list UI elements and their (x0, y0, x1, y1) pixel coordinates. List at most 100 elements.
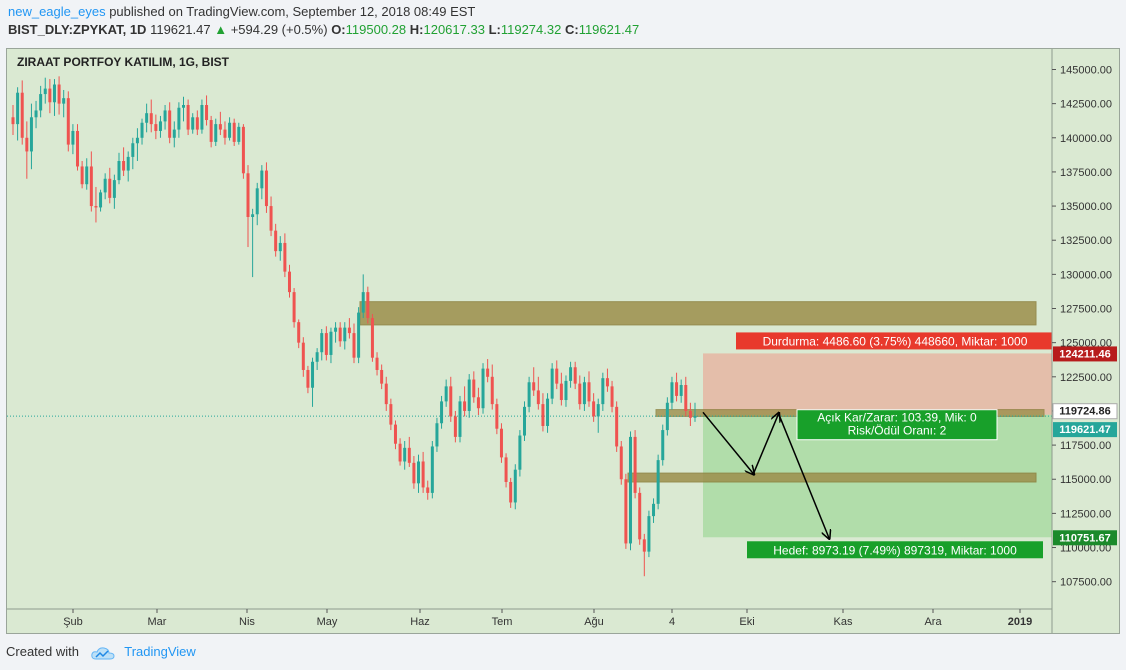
y-tick-label: 145000.00 (1060, 64, 1112, 76)
candles-layer (11, 76, 697, 577)
candle-body (523, 406, 526, 436)
candle-body (679, 385, 683, 396)
candle-body (421, 461, 425, 488)
footer: Created with TradingView (6, 644, 196, 660)
high-label: H: (409, 22, 424, 37)
candle-body (370, 318, 374, 358)
y-tick-label: 115000.00 (1060, 474, 1111, 486)
candle-body (463, 401, 467, 411)
candle-body (25, 137, 29, 152)
candle-body (665, 402, 669, 431)
x-tick-label: Ağu (584, 616, 604, 628)
candle-body (80, 166, 84, 185)
candle-body (578, 383, 582, 405)
risk-reward-label: Risk/Ödül Oranı: 2 (848, 424, 947, 438)
author-link[interactable]: new_eagle_eyes (8, 4, 106, 19)
candle-body (117, 161, 121, 181)
chart-area[interactable]: Durdurma: 4486.60 (3.75%) 448660, Miktar… (6, 48, 1120, 634)
candle-body (357, 312, 361, 358)
candle-body (435, 423, 439, 447)
tradingview-link[interactable]: TradingView (124, 644, 196, 659)
last-price: 119621.47 (150, 22, 211, 37)
candle-body (66, 98, 70, 145)
candle-body (453, 416, 457, 437)
y-tick-label: 142500.00 (1060, 99, 1112, 111)
candle-body (559, 383, 563, 401)
x-tick-label: 4 (669, 616, 675, 628)
candle-body (398, 443, 402, 462)
candle-body (71, 130, 75, 145)
candle-body (94, 206, 98, 208)
candle-body (499, 428, 503, 458)
candle-body (200, 105, 204, 130)
candle-body (112, 180, 116, 198)
candle-body (472, 379, 476, 398)
candle-body (311, 361, 315, 388)
y-tick-label: 132500.00 (1060, 235, 1112, 247)
candle-body (486, 368, 490, 377)
candle-body (509, 481, 513, 503)
candle-body (518, 435, 522, 470)
candle-body (527, 382, 531, 407)
candle-body (444, 386, 448, 402)
candle-body (393, 424, 397, 444)
candle-body (223, 129, 227, 138)
high-value: 120617.33 (423, 22, 485, 37)
price-label-target: 110751.67 (1059, 532, 1110, 544)
x-tick-label: Kas (834, 616, 853, 628)
symbol-label[interactable]: BIST_DLY:ZPYKAT, 1D (8, 22, 147, 37)
candle-body (246, 173, 250, 217)
candle-body (172, 129, 176, 138)
y-tick-label: 107500.00 (1060, 577, 1112, 589)
candle-body (652, 503, 656, 517)
x-tick-label: Ara (924, 616, 942, 628)
candle-body (154, 124, 158, 131)
candle-body (633, 436, 637, 493)
x-tick-label: Eki (739, 616, 754, 628)
candle-body (57, 84, 61, 104)
candle-body (596, 404, 600, 417)
low-label: L: (488, 22, 501, 37)
candle-body (334, 327, 338, 332)
candle-body (214, 124, 218, 142)
candle-body (11, 117, 15, 125)
x-tick-label: 2019 (1008, 616, 1032, 628)
y-tick-label: 122500.00 (1060, 372, 1112, 384)
candle-body (407, 447, 411, 463)
chart-header: new_eagle_eyes published on TradingView.… (0, 0, 1126, 40)
candle-body (269, 206, 273, 231)
candle-body (324, 333, 328, 355)
x-tick-label: Haz (410, 616, 430, 628)
close-label: C: (564, 22, 579, 37)
candle-body (532, 382, 536, 391)
candle-body (380, 369, 384, 384)
candle-body (205, 105, 209, 121)
candle-body (601, 378, 605, 405)
candle-body (375, 357, 379, 370)
y-tick-label: 130000.00 (1060, 269, 1112, 281)
candle-body (122, 161, 126, 171)
y-tick-label: 137500.00 (1060, 167, 1112, 179)
candle-body (417, 461, 421, 484)
candle-body (76, 130, 80, 167)
target-label-box (747, 541, 1043, 559)
candle-body (403, 447, 407, 462)
candle-body (628, 436, 632, 544)
candle-body (688, 410, 692, 418)
candle-body (476, 397, 480, 409)
candle-body (62, 98, 66, 104)
open-value: 119500.28 (345, 22, 407, 37)
candle-body (278, 242, 282, 252)
candle-body (52, 84, 56, 103)
projection-arrow (702, 411, 753, 473)
candle-body (495, 404, 499, 429)
candle-body (237, 126, 241, 142)
candle-body (642, 539, 646, 552)
price-axis: 145000.00 142500.00 140000.00 137500.00 1350… (1051, 49, 1119, 633)
candlestick-chart[interactable]: Durdurma: 4486.60 (3.75%) 448660, Miktar… (7, 49, 1119, 633)
candle-body (108, 178, 112, 198)
candle-body (99, 192, 103, 208)
candle-body (504, 457, 508, 482)
candle-body (292, 292, 296, 323)
candle-body (182, 105, 185, 108)
